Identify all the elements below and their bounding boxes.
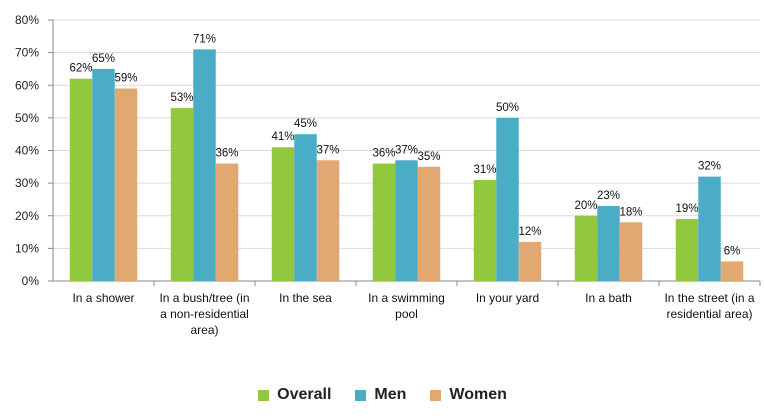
legend-swatch-overall <box>258 389 270 401</box>
y-tick-label: 40% <box>15 144 39 158</box>
x-tick-label-line: pool <box>395 307 418 321</box>
legend-swatch-women <box>430 389 442 401</box>
x-tick-label-line: In a bath <box>585 291 632 305</box>
bar <box>574 215 598 281</box>
legend-swatch-men <box>355 389 367 401</box>
x-tick-label: In the street (in a residential area) <box>664 291 754 321</box>
bar <box>720 261 744 281</box>
y-tick-label: 30% <box>15 176 39 190</box>
legend-label-men: Men <box>374 386 407 403</box>
bar <box>395 160 418 281</box>
data-label: 50% <box>496 102 519 114</box>
data-label: 53% <box>170 92 193 104</box>
legend-item-women: Women <box>430 386 507 404</box>
x-tick-label: In a shower <box>72 291 134 305</box>
x-tick-label-line: area) <box>190 323 218 337</box>
y-tick-label: 60% <box>15 78 39 92</box>
x-tick-label: In a swimming pool <box>368 291 445 321</box>
data-label: 12% <box>518 226 541 238</box>
data-label: 65% <box>92 53 115 65</box>
data-label: 37% <box>316 144 339 156</box>
legend-item-overall: Overall <box>258 386 331 404</box>
bar <box>675 219 699 281</box>
legend: Overall Men Women <box>0 386 765 404</box>
x-tick-label-line: In a shower <box>72 291 134 305</box>
x-tick-label-line: In a bush/tree (in <box>159 291 249 305</box>
y-tick-label: 10% <box>15 241 39 255</box>
data-label: 59% <box>114 73 137 85</box>
bar <box>92 68 115 281</box>
data-label: 32% <box>698 161 721 173</box>
x-tick-label-line: In a swimming <box>368 291 445 305</box>
x-tick-label-line: In the street (in a <box>664 291 754 305</box>
data-label: 23% <box>597 190 620 202</box>
x-tick-label: In the sea <box>279 291 332 305</box>
y-tick-label: 80% <box>15 13 39 27</box>
bar <box>294 134 317 281</box>
data-label: 37% <box>395 144 418 156</box>
data-label: 36% <box>215 148 238 160</box>
bar <box>316 160 340 281</box>
y-tick-label: 0% <box>22 274 40 288</box>
data-label: 20% <box>574 200 597 212</box>
legend-item-men: Men <box>355 386 406 404</box>
data-label: 31% <box>473 164 496 176</box>
y-tick-label: 50% <box>15 111 39 125</box>
bar <box>215 163 239 281</box>
bar <box>170 108 194 282</box>
x-tick-label: In a bath <box>585 291 632 305</box>
legend-label-women: Women <box>449 386 507 403</box>
bar <box>698 176 721 281</box>
legend-label-overall: Overall <box>277 386 332 403</box>
data-label: 6% <box>724 245 741 257</box>
bar-chart: 0% 10% 20% 30% 40% 50% 60% 70% 80% 62%65% 59% In a … <box>15 13 761 337</box>
bar <box>69 78 93 281</box>
y-tick-label: 20% <box>15 209 39 223</box>
x-tick-label-line: In the sea <box>279 291 332 305</box>
bar <box>597 205 620 281</box>
bar <box>193 49 216 281</box>
bar <box>372 163 396 281</box>
bar <box>473 179 497 281</box>
data-label: 36% <box>372 148 395 160</box>
data-label: 35% <box>417 151 440 163</box>
bar <box>518 241 542 281</box>
bar <box>114 88 138 281</box>
bar <box>271 147 295 281</box>
data-label: 71% <box>193 33 216 45</box>
bar <box>496 117 519 281</box>
data-label: 19% <box>675 203 698 215</box>
y-tick-label: 70% <box>15 46 39 60</box>
bar <box>417 166 441 281</box>
x-tick-label: In a bush/tree (in a non-residential area) <box>159 291 249 337</box>
data-label: 41% <box>271 131 294 143</box>
x-tick-label: In your yard <box>476 291 539 305</box>
data-label: 18% <box>619 206 642 218</box>
data-label: 62% <box>69 63 92 75</box>
data-label: 45% <box>294 118 317 130</box>
x-tick-label-line: In your yard <box>476 291 539 305</box>
bar <box>619 222 643 281</box>
x-tick-label-line: residential area) <box>666 307 752 321</box>
x-tick-label-line: a non-residential <box>160 307 249 321</box>
